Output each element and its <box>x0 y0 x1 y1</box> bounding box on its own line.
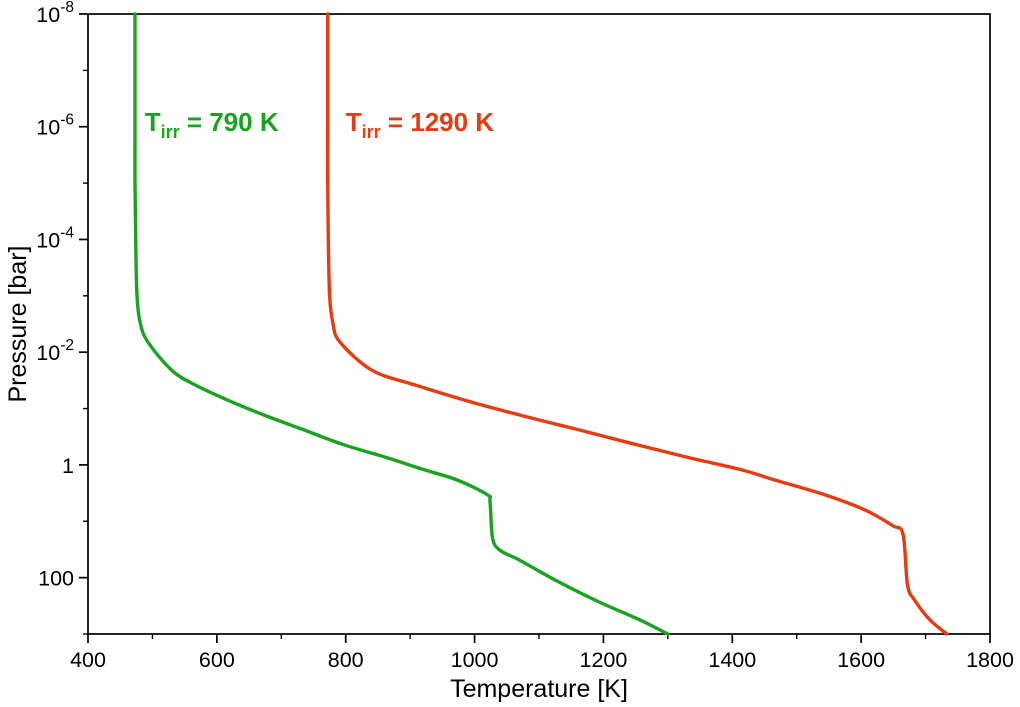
y-tick-label: 10-2 <box>36 337 74 365</box>
y-axis-label: Pressure [bar] <box>4 245 32 402</box>
x-tick-label: 1200 <box>580 648 628 672</box>
y-tick-label: 10-4 <box>36 224 74 252</box>
y-tick-label: 100 <box>38 567 74 591</box>
series-label-tirr-790: Tirr = 790 K <box>145 107 279 142</box>
curve-tirr-790 <box>133 12 670 636</box>
axes-layer: 400 600 800 1000 1200 1400 1600 1800 10-8 10-6 10-… <box>36 0 1014 672</box>
x-tick-label: 1600 <box>837 648 885 672</box>
y-tick-label: 1 <box>62 454 74 478</box>
series-label-tirr-1290: Tirr = 1290 K <box>346 107 495 142</box>
y-tick-label: 10-6 <box>36 112 74 140</box>
annotations-layer: Tirr = 790 K Tirr = 1290 K <box>145 107 495 142</box>
curves-layer <box>133 12 949 636</box>
x-tick-label: 1400 <box>708 648 756 672</box>
x-tick-label: 600 <box>199 648 235 672</box>
x-tick-label: 1800 <box>966 648 1014 672</box>
x-axis-label: Temperature [K] <box>450 675 628 703</box>
x-tick-label: 1000 <box>451 648 499 672</box>
x-tick-label: 400 <box>70 648 106 672</box>
x-tick-label: 800 <box>328 648 364 672</box>
curve-tirr-1290 <box>325 12 949 636</box>
y-tick-label: 10-8 <box>36 0 74 27</box>
